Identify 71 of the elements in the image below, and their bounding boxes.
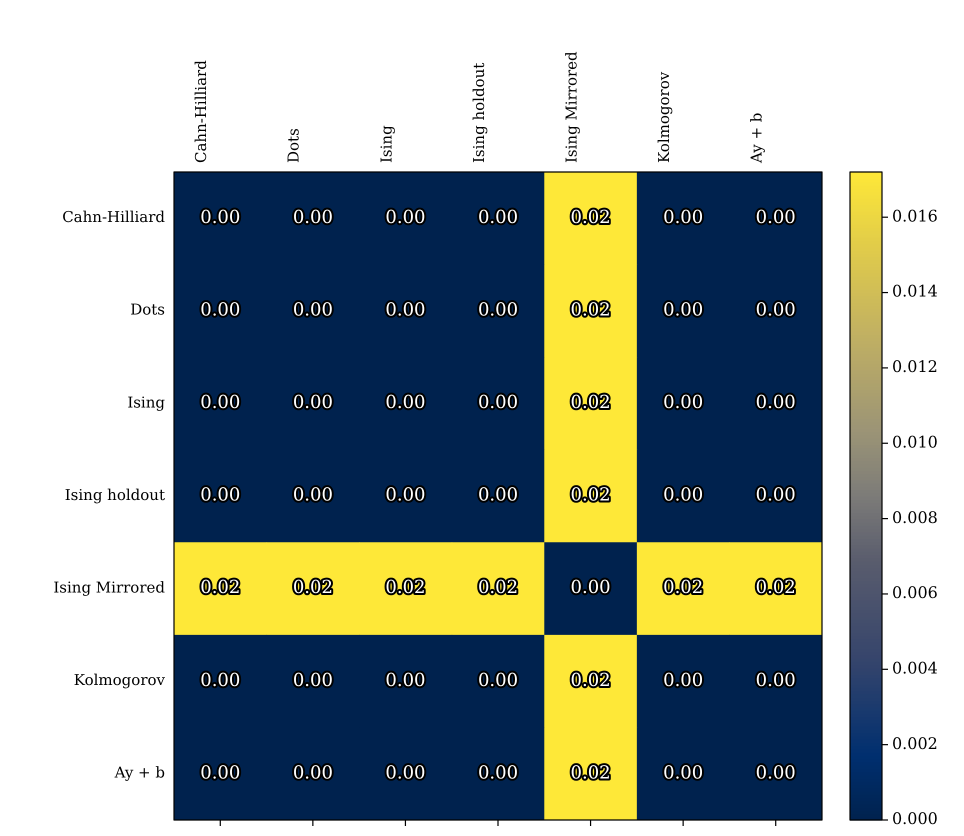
y-tick-label: Dots bbox=[130, 300, 165, 319]
color-bar-label: 0.000 bbox=[892, 809, 938, 828]
data-label: 0.02 bbox=[478, 577, 518, 598]
data-label: 0.00 bbox=[663, 762, 704, 784]
data-label: 0.02 bbox=[570, 484, 611, 506]
data-label: 0.00 bbox=[200, 206, 240, 228]
data-label: 0.00 bbox=[292, 206, 333, 228]
data-label: 0.00 bbox=[570, 577, 611, 598]
x-tick-label: Ising holdout bbox=[470, 62, 488, 163]
data-label: 0.02 bbox=[570, 300, 611, 321]
y-tick-label: Ising Mirrored bbox=[53, 578, 166, 596]
x-tick-label: Dots bbox=[284, 128, 303, 163]
data-label: 0.00 bbox=[200, 484, 240, 506]
data-label: 0.00 bbox=[756, 484, 796, 506]
color-bar-label: 0.014 bbox=[892, 282, 938, 301]
color-bar-label: 0.004 bbox=[892, 658, 938, 678]
y-tick-label: Ising holdout bbox=[64, 486, 165, 504]
data-label: 0.02 bbox=[756, 577, 796, 598]
data-label: 0.00 bbox=[756, 762, 796, 784]
data-label: 0.00 bbox=[478, 392, 518, 414]
y-tick-label: Ay + b bbox=[114, 764, 165, 782]
color-bar-label: 0.006 bbox=[892, 583, 938, 602]
data-label: 0.00 bbox=[200, 670, 240, 691]
color-bar-label: 0.012 bbox=[892, 357, 938, 376]
data-label: 0.00 bbox=[385, 484, 426, 506]
color-bar-label: 0.002 bbox=[892, 734, 938, 753]
data-label: 0.00 bbox=[200, 762, 240, 784]
data-label: 0.00 bbox=[663, 392, 704, 414]
x-tick-label: Ising bbox=[377, 124, 396, 163]
data-label: 0.00 bbox=[478, 484, 518, 506]
data-label: 0.00 bbox=[385, 300, 426, 321]
data-label: 0.00 bbox=[756, 670, 796, 691]
data-label: 0.00 bbox=[385, 670, 426, 691]
data-label: 0.00 bbox=[663, 484, 704, 506]
y-tick-label: Kolmogorov bbox=[74, 671, 166, 690]
data-label: 0.00 bbox=[292, 762, 333, 784]
data-label: 0.00 bbox=[756, 300, 796, 321]
data-label: 0.00 bbox=[200, 392, 240, 414]
x-tick-label: Ay + b bbox=[748, 112, 766, 164]
data-label: 0.00 bbox=[478, 762, 518, 784]
data-label: 0.02 bbox=[570, 670, 611, 691]
y-tick-label: Cahn-Hilliard bbox=[62, 208, 166, 226]
data-label: 0.00 bbox=[663, 300, 704, 321]
data-label: 0.00 bbox=[478, 206, 518, 228]
x-tick-label: Ising Mirrored bbox=[562, 50, 580, 163]
data-label: 0.02 bbox=[200, 577, 240, 598]
data-label: 0.02 bbox=[385, 577, 426, 598]
data-label: 0.02 bbox=[292, 577, 333, 598]
data-label: 0.00 bbox=[292, 670, 333, 691]
data-label: 0.00 bbox=[478, 300, 518, 321]
data-label: 0.00 bbox=[385, 392, 426, 414]
data-label: 0.02 bbox=[570, 392, 611, 414]
color-bar-label: 0.016 bbox=[892, 206, 938, 226]
data-label: 0.00 bbox=[200, 300, 240, 321]
data-label: 0.02 bbox=[570, 762, 611, 784]
data-label: 0.00 bbox=[478, 670, 518, 691]
data-label: 0.00 bbox=[292, 392, 333, 414]
data-label: 0.00 bbox=[663, 206, 704, 228]
data-label: 0.00 bbox=[292, 484, 333, 506]
y-tick-label: Ising bbox=[127, 393, 166, 412]
data-label: 0.02 bbox=[663, 577, 704, 598]
color-bar-label: 0.008 bbox=[892, 508, 938, 527]
data-label: 0.00 bbox=[292, 300, 333, 321]
data-label: 0.00 bbox=[385, 206, 426, 228]
data-label: 0.00 bbox=[756, 392, 796, 414]
x-tick-label: Kolmogorov bbox=[655, 71, 674, 163]
data-label: 0.02 bbox=[570, 206, 611, 228]
color-bar-label: 0.010 bbox=[892, 432, 938, 452]
data-label: 0.00 bbox=[663, 670, 704, 691]
data-label: 0.00 bbox=[385, 762, 426, 784]
data-label: 0.00 bbox=[756, 206, 796, 228]
